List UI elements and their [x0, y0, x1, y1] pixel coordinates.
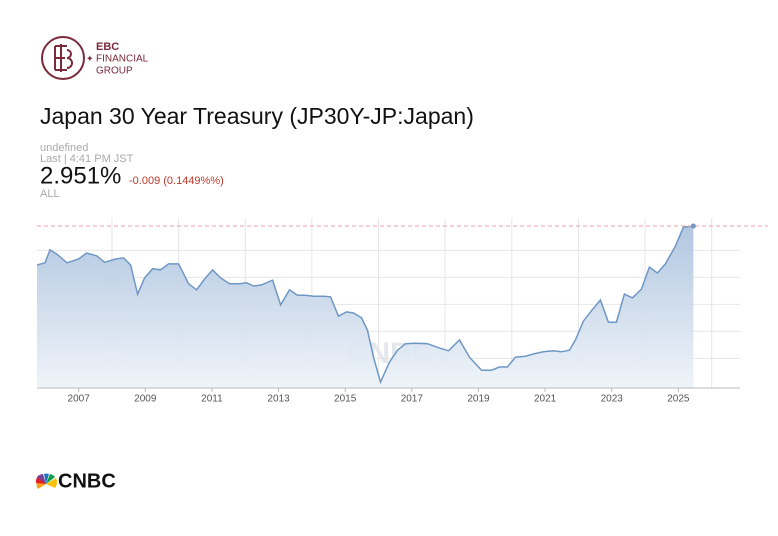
quote-change: -0.009 (0.1449%%): [129, 175, 224, 187]
last-point: [690, 223, 696, 229]
quote-range: ALL: [40, 188, 60, 200]
quote-price: 2.951%: [40, 162, 121, 189]
cnbc-logo: CNBC: [35, 470, 116, 492]
line: [36, 225, 694, 385]
x-tick-label: 2023: [601, 394, 624, 405]
quote-status: undefined: [40, 142, 88, 154]
x-tick-label: 2019: [467, 394, 490, 405]
cnbc-text: CNBC: [58, 470, 116, 492]
quote-time: Last | 4:41 PM JST: [40, 153, 134, 165]
x-tick-label: 2021: [534, 394, 557, 405]
x-tick-label: 2007: [68, 394, 91, 405]
logo-glyph: [54, 44, 73, 72]
ebc-logo: ✦ EBC FINANCIAL GROUP: [41, 36, 149, 80]
logo-star: ✦: [86, 53, 94, 63]
logo-ring: [41, 36, 85, 80]
logo-line: GROUP: [96, 66, 133, 77]
x-tick-label: 2009: [134, 394, 157, 405]
x-tick-label: 2013: [267, 394, 290, 405]
peacock: [35, 473, 58, 489]
x-tick-label: 2011: [201, 394, 223, 405]
logo-brand: EBC: [96, 41, 119, 53]
x-tick-label: 2015: [334, 394, 357, 405]
area-fill: [37, 226, 694, 388]
x-tick-label: 2017: [401, 394, 424, 405]
logo-line: FINANCIAL: [96, 54, 149, 65]
chart-title: Japan 30 Year Treasury (JP30Y-JP:Japan): [40, 103, 474, 129]
x-tick-label: 2025: [667, 394, 690, 405]
